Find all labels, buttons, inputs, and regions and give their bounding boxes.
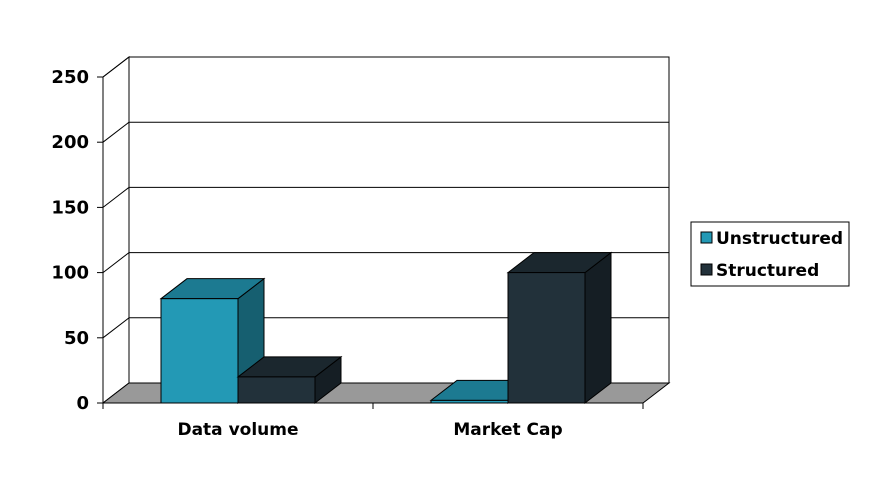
y-tick-label: 200 [51,132,89,153]
gridline-side [102,252,130,273]
bar-side [584,251,612,405]
x-category-label: Data volume [177,420,298,440]
y-tick-labels: 0 50 100 150 200 250 [51,67,89,414]
legend: Unstructured Structured [690,221,850,287]
legend-label: Unstructured [716,229,843,249]
y-tick-label: 100 [51,263,89,284]
gridline-side [102,187,130,208]
legend-box [690,221,850,287]
gridline-side [102,317,130,339]
legend-swatch [700,263,713,276]
x-category-label: Market Cap [453,420,562,440]
gridline-side [102,56,130,78]
bars [159,251,613,405]
legend-label: Structured [716,261,819,281]
y-tick-label: 50 [64,328,89,349]
bar-front [507,272,586,404]
bar-front [160,298,239,404]
gridline-side [102,121,130,143]
bar-front [237,376,316,404]
y-tick-label: 0 [76,393,89,414]
y-tick-label: 150 [51,197,89,218]
legend-swatch [700,231,713,244]
side-wall [102,55,130,405]
bar [236,355,343,405]
x-category-labels: Data volume Market Cap [177,420,562,440]
axes [97,76,644,409]
bar [506,251,613,405]
bar [159,277,266,405]
y-tick-label: 250 [51,67,89,88]
